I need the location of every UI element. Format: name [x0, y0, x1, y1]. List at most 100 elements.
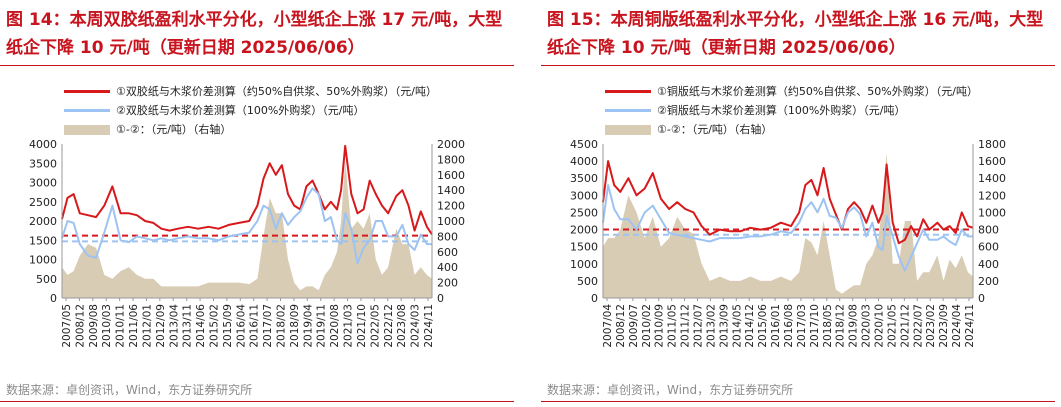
left-tick-label: 3500 [29, 157, 57, 170]
right-tick-label: 200 [978, 275, 999, 288]
right-tick-label: 1000 [437, 215, 465, 228]
x-tick-label: 2018/09 [289, 304, 301, 348]
right-tick-label: 1000 [978, 206, 1006, 219]
x-tick-label: 2021/03 [343, 304, 355, 348]
right-tick-label: 400 [437, 261, 458, 274]
x-tick-label: 2020/03 [861, 304, 873, 348]
chart-legend: ①双胶纸与木浆价差测算（约50%自供浆、50%外购浆）（元/吨） ②双胶纸与木浆… [64, 82, 437, 139]
left-tick-label: 1000 [29, 254, 57, 267]
figure-title: 图 14：本周双胶纸盈利水平分化，小型纸企上涨 17 元/吨，大型纸企下降 10… [6, 10, 503, 58]
footer-divider [0, 401, 514, 402]
left-tick-label: 2000 [29, 215, 57, 228]
x-tick-label: 2008/12 [74, 304, 86, 348]
x-tick-label: 2007/05 [61, 304, 73, 348]
x-tick-label: 2016/04 [235, 304, 247, 348]
x-tick-label: 2014/12 [744, 304, 756, 348]
left-tick-label: 1500 [29, 234, 57, 247]
x-tick-label: 2014/05 [731, 304, 743, 348]
chart-svg-15: 0 500 1000 1500 2000 2500 3000 3500 4000 4500 0 200… [570, 138, 1006, 348]
legend-swatch-area [605, 124, 651, 135]
left-tick-label: 4000 [570, 155, 598, 168]
x-tick-label: 2023/09 [938, 304, 950, 348]
x-tick-label: 2012/01 [141, 304, 153, 348]
right-tick-label: 1200 [437, 200, 465, 213]
x-tick-label: 2011/12 [680, 304, 692, 348]
x-tick-label: 2013/09 [718, 304, 730, 348]
data-source-note: 数据来源：卓创资讯，Wind，东方证券研究所 [6, 383, 253, 397]
left-tick-label: 3000 [570, 189, 598, 202]
left-tick-label: 2000 [570, 224, 598, 237]
x-tick-label: 2022/05 [369, 304, 381, 348]
x-tick-label: 2022/07 [912, 304, 924, 348]
legend-item-series-1: ①铜版纸与木浆价差测算（约50%自供浆、50%外购浆）（元/吨） [605, 82, 978, 101]
x-tick-label: 2023/02 [925, 304, 937, 348]
x-tick-label: 2016/01 [770, 304, 782, 348]
left-tick-label: 1000 [570, 258, 598, 271]
legend-item-series-2: ②双胶纸与木浆价差测算（100%外购浆）（元/吨） [64, 101, 437, 120]
x-tick-label: 2019/04 [302, 304, 314, 348]
x-tick-label: 2010/09 [654, 304, 666, 348]
x-tick-label: 2013/11 [182, 304, 194, 348]
left-tick-label: 3500 [570, 172, 598, 185]
x-tick-label: 2013/02 [705, 304, 717, 348]
x-tick-label: 2010/02 [641, 304, 653, 348]
x-tick-label: 2016/11 [249, 304, 261, 348]
x-tick-label: 2010/11 [115, 304, 127, 348]
legend-swatch-blue-line [64, 109, 110, 112]
x-tick-label: 2016/08 [783, 304, 795, 348]
legend-swatch-red-line [64, 90, 110, 93]
legend-label: ①铜版纸与木浆价差测算（约50%自供浆、50%外购浆）（元/吨） [657, 85, 978, 98]
x-tick-label: 2024/11 [964, 304, 976, 348]
x-tick-label: 2013/04 [168, 304, 180, 348]
right-tick-label: 1800 [978, 138, 1006, 151]
series-line-2 [61, 187, 432, 265]
footer-divider [541, 401, 1055, 402]
title-divider [0, 65, 514, 66]
x-tick-label: 2015/06 [757, 304, 769, 348]
x-tick-label: 2017/10 [809, 304, 821, 348]
right-tick-label: 1400 [978, 172, 1006, 185]
x-tick-label: 2015/02 [208, 304, 220, 348]
x-tick-label: 2023/08 [396, 304, 408, 348]
chart-legend: ①铜版纸与木浆价差测算（约50%自供浆、50%外购浆）（元/吨） ②铜版纸与木浆… [605, 82, 978, 139]
x-tick-label: 2022/12 [383, 304, 395, 348]
legend-label: ②双胶纸与木浆价差测算（100%外购浆）（元/吨） [116, 104, 365, 117]
left-tick-label: 0 [591, 292, 598, 305]
chart-panel-14: 图 14：本周双胶纸盈利水平分化，小型纸企上涨 17 元/吨，大型纸企下降 10… [0, 0, 520, 407]
series-area-diff [603, 152, 973, 298]
legend-swatch-area [64, 124, 110, 135]
chart-panel-15: 图 15：本周铜版纸盈利水平分化，小型纸企上涨 16 元/吨，大型纸企下降 10… [541, 0, 1061, 407]
x-tick-label: 2024/04 [951, 304, 963, 348]
x-tick-label: 2019/11 [316, 304, 328, 348]
left-tick-label: 4500 [570, 138, 598, 151]
left-tick-label: 500 [36, 273, 57, 286]
right-tick-label: 0 [437, 292, 444, 305]
right-tick-label: 1600 [437, 169, 465, 182]
left-tick-label: 4000 [29, 138, 57, 151]
x-tick-label: 2007/04 [602, 304, 614, 348]
left-tick-label: 2500 [570, 206, 598, 219]
x-tick-label: 2012/09 [155, 304, 167, 348]
x-tick-label: 2024/11 [423, 304, 435, 348]
legend-item-series-2: ②铜版纸与木浆价差测算（100%外购浆）（元/吨） [605, 101, 978, 120]
legend-label: ①双胶纸与木浆价差测算（约50%自供浆、50%外购浆）（元/吨） [116, 85, 437, 98]
left-tick-label: 500 [577, 275, 598, 288]
right-tick-label: 800 [437, 230, 458, 243]
figure-title: 图 15：本周铜版纸盈利水平分化，小型纸企上涨 16 元/吨，大型纸企下降 10… [547, 10, 1044, 58]
x-tick-label: 2021/12 [899, 304, 911, 348]
x-tick-label: 2018/02 [276, 304, 288, 348]
x-tick-label: 2014/06 [195, 304, 207, 348]
left-tick-label: 1500 [570, 241, 598, 254]
series-line-1 [61, 144, 433, 236]
series-line-2 [602, 184, 973, 272]
x-tick-label: 2024/03 [410, 304, 422, 348]
x-tick-label: 2011/05 [667, 304, 679, 348]
right-tick-label: 1600 [978, 155, 1006, 168]
left-tick-label: 0 [50, 292, 57, 305]
legend-item-series-3: ①-②：（元/吨）（右轴） [605, 120, 978, 139]
x-tick-label: 2015/09 [222, 304, 234, 348]
left-tick-label: 3000 [29, 177, 57, 190]
chart-svg-14: 0 500 1000 1500 2000 2500 3000 3500 4000 0 200 400 6… [29, 138, 465, 348]
right-tick-label: 600 [978, 241, 999, 254]
x-tick-label: 2017/07 [262, 304, 274, 348]
